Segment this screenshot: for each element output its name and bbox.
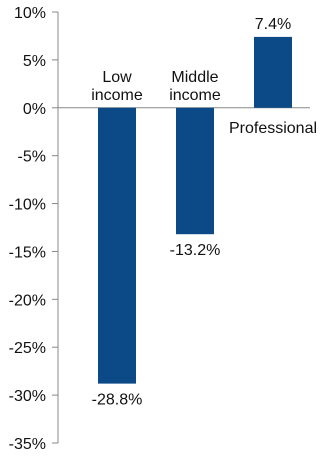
value-label: -13.2% [170,242,221,259]
value-label: -28.8% [92,392,143,409]
y-tick-label: -25% [9,340,46,357]
y-axis: 10% 5% 0% -5% -10% -15% -20% -25% -30% -35% [9,5,310,453]
category-label: Professional [229,120,317,137]
value-label: 7.4% [255,16,291,33]
bars [98,36,292,384]
category-label: Middle income [169,69,221,104]
bar [176,107,214,235]
value-labels: -28.8% -13.2% 7.4% [92,16,292,409]
category-labels: Low income Middle income Professional [91,69,317,137]
y-tick-label: -35% [9,436,46,453]
bar [98,107,136,384]
y-tick-label: 0% [23,101,46,118]
category-label: Low income [91,69,143,104]
y-tick-label: -10% [9,197,46,214]
y-tick-label: -5% [18,149,46,166]
y-tick-label: -20% [9,292,46,309]
y-tick-label: -15% [9,244,46,261]
y-tick-label: 10% [14,5,46,22]
y-tick-label: -30% [9,388,46,405]
bar [254,36,292,108]
y-tick-label: 5% [23,53,46,70]
